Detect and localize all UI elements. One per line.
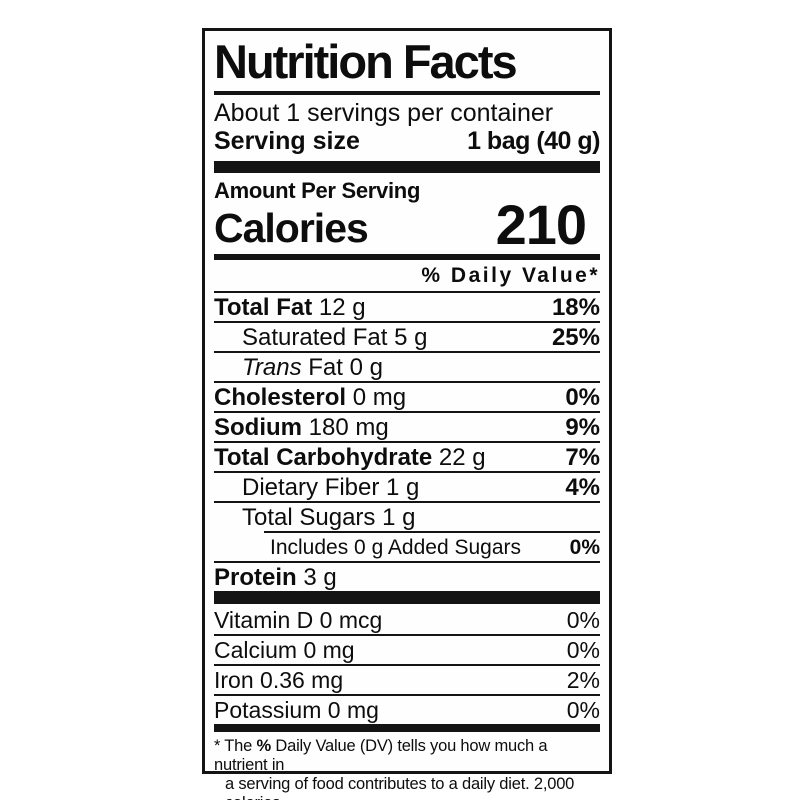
nutrient-dv: 4%: [565, 473, 600, 501]
micronutrient-dv: 0%: [566, 697, 600, 723]
nutrient-name: Total Carbohydrate: [214, 443, 433, 471]
servings-per-container: About 1 servings per container: [214, 99, 554, 127]
nutrient-amount: 1 g: [375, 503, 416, 531]
nutrient-name-italic: Trans: [242, 353, 302, 381]
nutrient-name: Total Sugars: [242, 503, 376, 531]
nutrient-amount: 3 g: [296, 563, 337, 591]
micronutrient-name: Potassium 0 mg: [214, 697, 379, 723]
micronutrient-row-potassium: Potassium 0 mg 0%: [214, 694, 600, 724]
micronutrient-name: Calcium 0 mg: [214, 637, 355, 663]
serving-size-label: Serving size: [214, 127, 360, 155]
micronutrient-row-iron: Iron 0.36 mg 2%: [214, 664, 600, 694]
nutrient-row-protein: Protein 3 g: [214, 561, 600, 591]
nutrient-amount: 0 g: [342, 353, 383, 381]
micronutrient-name: Iron 0.36 mg: [214, 667, 344, 693]
nutrient-row-total-sugars: Total Sugars 1 g: [214, 501, 600, 531]
nutrient-amount: 1 g: [379, 473, 420, 501]
calories-row: Calories 210: [214, 193, 600, 256]
footnote-divider: [214, 724, 600, 732]
nutrient-name: Sodium: [214, 413, 302, 441]
calories-value: 210: [495, 193, 587, 256]
micronutrient-dv: 0%: [566, 607, 600, 633]
nutrient-name: Dietary Fiber: [242, 473, 380, 501]
nutrient-name: Protein: [214, 563, 297, 591]
footnote: * The % Daily Value (DV) tells you how m…: [214, 732, 600, 800]
nutrient-dv: 0%: [565, 383, 600, 411]
thick-divider-protein: [214, 591, 600, 604]
title-divider: [214, 91, 600, 95]
added-sugars-divider: [264, 531, 600, 533]
nutrient-amount: 12 g: [312, 293, 366, 321]
footnote-line-1: * The % Daily Value (DV) tells you how m…: [214, 737, 548, 774]
nutrient-row-total-fat: Total Fat 12 g 18%: [214, 291, 600, 321]
serving-size-row: Serving size 1 bag (40 g): [214, 127, 600, 155]
footnote-percent-sign: %: [256, 737, 272, 755]
micronutrient-dv: 0%: [566, 637, 600, 663]
daily-value-header: % Daily Value*: [421, 264, 600, 287]
micronutrient-row-calcium: Calcium 0 mg 0%: [214, 634, 600, 664]
micronutrient-row-vitamin-d: Vitamin D 0 mcg 0%: [214, 604, 600, 634]
micronutrient-dv: 2%: [566, 667, 600, 693]
nutrient-row-saturated-fat: Saturated Fat 5 g 25%: [214, 321, 600, 351]
amount-per-serving-label: Amount Per Serving: [214, 178, 421, 203]
nutrient-name: Total Fat: [214, 293, 313, 321]
nutrient-amount: 0 mg: [346, 383, 407, 411]
nutrient-dv: 18%: [551, 293, 600, 321]
nutrient-row-total-carbohydrate: Total Carbohydrate 22 g 7%: [214, 441, 600, 471]
nutrition-facts-label: Nutrition Facts About 1 servings per con…: [202, 28, 612, 800]
nutrient-row-dietary-fiber: Dietary Fiber 1 g 4%: [214, 471, 600, 501]
nutrient-row-cholesterol: Cholesterol 0 mg 0%: [214, 381, 600, 411]
nutrient-dv: 9%: [565, 413, 600, 441]
nutrient-amount: 5 g: [387, 323, 428, 351]
nutrient-name: Includes 0 g Added Sugars: [270, 535, 522, 559]
nutrient-name: Cholesterol: [214, 383, 347, 411]
nutrient-amount: 180 mg: [302, 413, 389, 441]
nutrient-dv: 25%: [551, 323, 600, 351]
nutrient-amount: 22 g: [432, 443, 486, 471]
nutrient-dv: 7%: [565, 443, 600, 471]
nutrient-dv: 0%: [569, 535, 600, 559]
nutrient-name: Fat: [301, 353, 343, 381]
micronutrients-section: Vitamin D 0 mcg 0% Calcium 0 mg 0% Iron …: [214, 604, 600, 724]
calories-divider: [214, 254, 600, 260]
nutrient-row-added-sugars: Includes 0 g Added Sugars 0%: [214, 533, 600, 561]
calories-label: Calories: [214, 205, 369, 251]
nutrient-row-sodium: Sodium 180 mg 9%: [214, 411, 600, 441]
label-title: Nutrition Facts: [214, 35, 518, 88]
nutrient-name: Saturated Fat: [242, 323, 388, 351]
thick-divider-top: [214, 161, 600, 173]
nutrient-row-trans-fat: Trans Fat 0 g: [214, 351, 600, 381]
footnote-line-2: a serving of food contributes to a daily…: [225, 775, 575, 800]
micronutrient-name: Vitamin D 0 mcg: [214, 607, 383, 633]
serving-size-value: 1 bag (40 g): [467, 127, 600, 155]
